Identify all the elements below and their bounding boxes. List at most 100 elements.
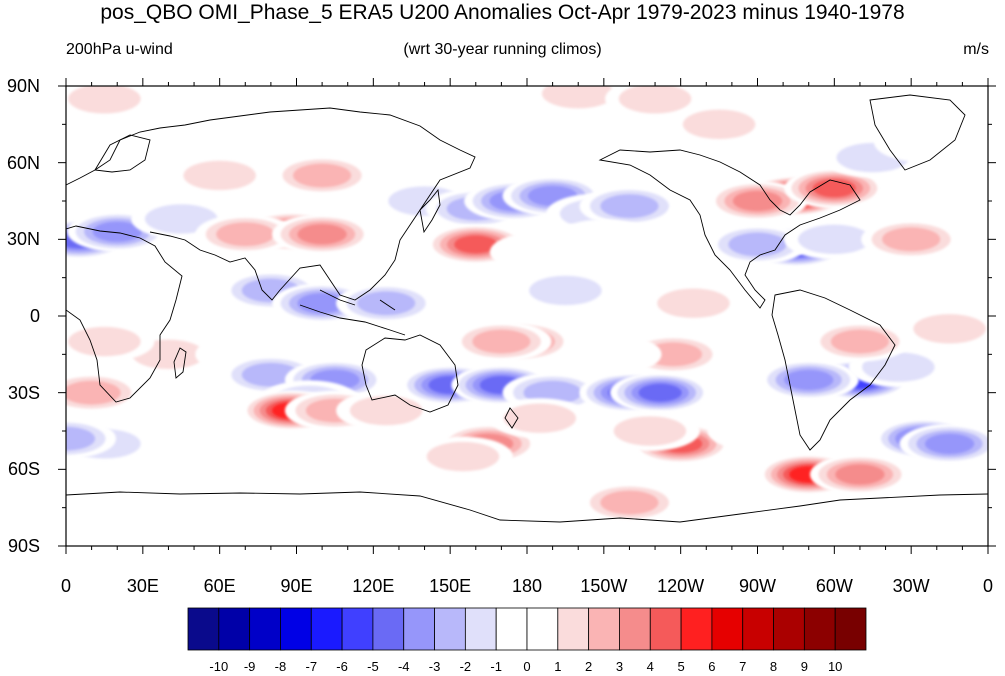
- anomaly-contour: [720, 308, 821, 349]
- anomaly-contour: [66, 380, 121, 405]
- anomaly-contour: [638, 383, 682, 402]
- coastline-south-america: [771, 289, 896, 451]
- anomaly-contour: [618, 86, 692, 114]
- longitude-label: 30W: [892, 576, 930, 596]
- colorbar-box: [372, 607, 405, 651]
- colorbar-box: [218, 607, 251, 651]
- colorbar: [187, 607, 867, 651]
- colorbar-box: [249, 607, 281, 651]
- anomaly-contour: [784, 369, 834, 391]
- colorbar-label: -5: [367, 659, 379, 674]
- longitude-label: 0: [982, 576, 993, 596]
- coastline-north-america: [598, 149, 861, 309]
- anomaly-contour: [613, 416, 687, 446]
- longitude-label: 90W: [738, 576, 776, 596]
- colorbar-box: [711, 607, 744, 651]
- coastline-africa: [66, 225, 183, 403]
- colorbar-label: 7: [739, 659, 747, 674]
- colorbar-box: [588, 607, 620, 651]
- anomaly-contour: [728, 232, 787, 257]
- colorbar-label: 6: [708, 659, 716, 674]
- colorbar-box: [495, 607, 528, 651]
- coastline-antarctica: [66, 491, 988, 523]
- colorbar-box: [773, 607, 805, 651]
- anomaly-contour: [553, 219, 654, 260]
- anomaly-contour: [657, 288, 730, 318]
- colorbar-box: [619, 607, 651, 651]
- anomaly-contour: [561, 334, 662, 375]
- colorbar-box: [464, 607, 497, 651]
- colorbar-label: -7: [305, 659, 318, 674]
- colorbar-label: -3: [428, 659, 441, 674]
- longitude-label: 0: [60, 576, 71, 596]
- colorbar-label: -1: [490, 659, 502, 674]
- anomaly-contour: [66, 426, 96, 451]
- colorbar-label: 8: [769, 659, 778, 674]
- anomaly-contour: [68, 86, 141, 114]
- anomaly-contour: [349, 395, 423, 426]
- coastline-greenland: [869, 94, 966, 171]
- anomaly-contour: [374, 86, 475, 127]
- coastline-new-zealand: [504, 407, 519, 429]
- colorbar-box: [403, 607, 435, 651]
- colorbar-label: -8: [274, 659, 287, 674]
- colorbar-label: -6: [336, 659, 348, 674]
- latitude-label: 60S: [7, 459, 40, 480]
- colorbar-label: 5: [677, 659, 685, 674]
- anomaly-contour: [913, 314, 986, 344]
- latitude-label: 60N: [6, 152, 40, 173]
- map-frame: [65, 85, 989, 547]
- coastline-eurasia-north: [66, 107, 476, 301]
- colorbar-label: -4: [397, 659, 410, 674]
- latitude-label: 90N: [6, 76, 40, 96]
- colorbar-label: 0: [523, 659, 531, 674]
- longitude-label: 120E: [352, 576, 395, 596]
- anomaly-contour: [899, 86, 988, 119]
- anomaly-contour: [145, 204, 218, 234]
- longitude-label: 60E: [203, 576, 236, 596]
- anomaly-contour: [798, 224, 871, 255]
- longitude-label: 180: [511, 576, 543, 596]
- longitude-label: 120W: [657, 576, 705, 596]
- coastline-australia: [361, 334, 459, 413]
- anomaly-contour: [68, 326, 141, 357]
- anomaly-contour: [502, 469, 603, 510]
- anomaly-contour: [924, 433, 975, 454]
- colorbar-label: 1: [554, 659, 562, 674]
- latitude-label: 0: [29, 306, 40, 326]
- anomaly-contour: [812, 179, 856, 198]
- coastline-madagascar: [173, 347, 187, 379]
- anomaly-field: [66, 86, 988, 523]
- colorbar-label: 2: [585, 659, 593, 674]
- anomaly-contour: [454, 235, 498, 254]
- anomaly-contour: [195, 449, 296, 490]
- colorbar-label: 4: [646, 659, 654, 674]
- colorbar-box: [680, 607, 713, 651]
- colorbar-label: 10: [827, 659, 843, 674]
- anomaly-contour: [357, 291, 416, 316]
- colorbar-label: -2: [459, 659, 472, 674]
- colorbar-box: [803, 607, 836, 651]
- anomaly-contour: [297, 449, 398, 490]
- colorbar-box: [649, 607, 682, 651]
- latitude-label: 30N: [6, 229, 40, 250]
- longitude-label: 150E: [429, 576, 472, 596]
- colorbar-box: [526, 607, 559, 651]
- anomaly-contour: [643, 142, 744, 183]
- longitude-label: 30E: [126, 576, 159, 596]
- colorbar-label: -10: [209, 659, 229, 674]
- colorbar-label: 9: [800, 659, 808, 674]
- colorbar-box: [341, 607, 374, 651]
- colorbar-box: [280, 607, 312, 651]
- anomaly-contour: [835, 283, 936, 324]
- colorbar-box: [310, 607, 343, 651]
- anomaly-contour: [67, 142, 168, 183]
- anomaly-contour: [835, 464, 885, 485]
- anomaly-contour: [682, 109, 756, 140]
- anomaly-contour: [529, 275, 602, 306]
- longitude-label: 90E: [280, 576, 313, 596]
- anomaly-contour: [216, 222, 275, 247]
- colorbar-box: [557, 607, 590, 651]
- anomaly-contour: [472, 329, 531, 354]
